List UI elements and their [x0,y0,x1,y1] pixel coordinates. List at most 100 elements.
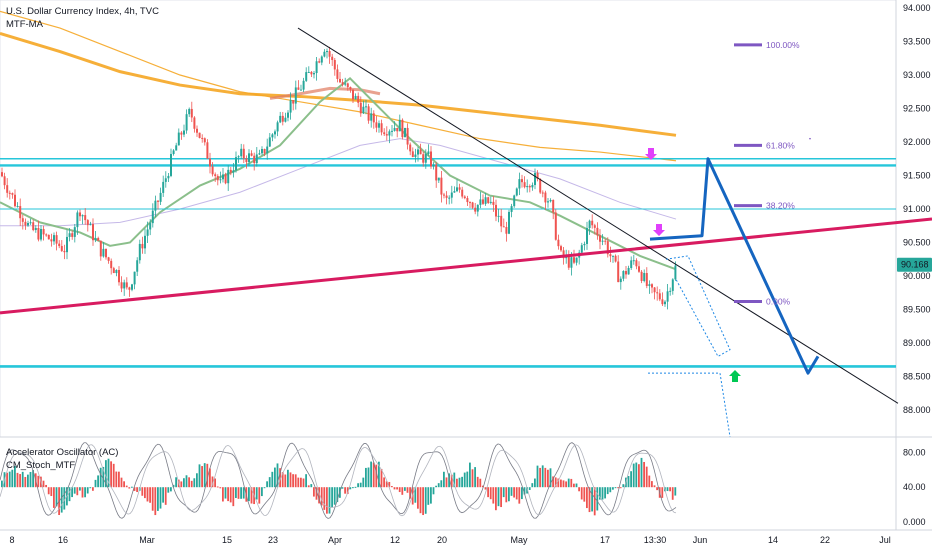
candle-body [383,132,386,135]
candle-body [669,290,672,292]
oscillator-bar [391,486,393,488]
oscillator-bar [79,487,81,491]
oscillator-bar [302,478,305,488]
oscillator-bar [237,487,240,499]
candle-body [45,234,48,236]
candle-body [115,269,118,274]
candle-body [557,239,560,247]
candle-body [123,282,126,289]
candle-body [344,83,347,85]
oscillator-bar [86,487,89,494]
candle-body [469,202,471,204]
oscillator-bar [284,474,287,488]
candle-body [219,179,222,181]
candle-body [120,282,123,289]
candle-body [185,114,188,131]
candle-body [523,182,526,188]
oscillator-bar [619,487,622,489]
oscillator-bar [612,487,614,490]
oscillator-bar [352,487,354,489]
oscillator-bar [570,478,573,488]
oscillator-bar [604,487,606,499]
candle-body [27,222,29,226]
price-tick-label: 89.500 [903,305,931,315]
oscillator-bar [242,487,245,499]
oscillator-bar [216,486,219,488]
candle-body [367,106,370,121]
candle-body [656,292,659,294]
candle-body [141,243,144,249]
oscillator-bar [528,487,531,491]
oscillator-bar [401,487,404,495]
stoch-d-line [0,444,677,517]
candle-body [635,260,638,267]
oscillator-bar [151,487,154,511]
time-tick-label: 12 [390,535,400,545]
candle-body [531,185,534,188]
oscillator-bar [404,487,406,491]
oscillator-bar [206,463,209,488]
oscillator-bar [175,477,177,488]
candle-body [440,177,443,195]
candle-body [133,271,136,285]
oscillator-bar [622,484,625,488]
candle-body [250,153,253,156]
candle-body [216,176,219,181]
chart-title: U.S. Dollar Currency Index, 4h, TVC [6,6,159,17]
candle-body [318,61,321,63]
oscillator-bar [502,487,505,498]
candle-body [359,102,362,114]
candle-body [526,185,529,188]
candle-body [393,127,396,131]
candle-body [315,61,318,74]
candle-body [495,204,497,217]
ma-green-fast [0,77,677,271]
candle-body [339,78,341,83]
price-tick-label: 93.000 [903,70,931,80]
candle-body [404,127,406,138]
ma-red-segment [269,86,381,100]
candle-body [466,198,469,203]
candle-body [398,119,401,132]
oscillator-bar [287,469,289,488]
oscillator-bar [32,470,34,488]
candle-body [21,218,24,222]
oscillator-bar [562,480,565,488]
oscillator-bar [240,487,242,499]
oscillator-bar [367,467,370,488]
oscillator-bar [328,487,331,514]
candle-body [346,83,349,88]
candle-body [653,287,656,293]
candle-body [68,233,71,237]
oscillator-bar [601,487,604,500]
oscillator-bar [471,469,474,488]
candle-body [450,192,453,198]
oscillator-bar [591,487,593,512]
candle-body [253,155,256,164]
candle-body [14,194,16,207]
time-tick-label: 20 [437,535,447,545]
time-tick-label: 23 [268,535,278,545]
candle-body [388,131,391,136]
oscillator-bar [133,487,136,491]
oscillator-bar [440,480,443,488]
oscillator-bar [167,487,170,493]
candle-body [666,291,669,302]
candle-body [302,80,305,90]
oscillator-bar [515,487,518,500]
oscillator-bar [510,487,513,496]
candle-body [326,51,328,53]
resistance-trendline [297,27,899,404]
oscillator-bar [227,487,229,502]
oscillator-bar [97,475,99,488]
candle-body [198,132,201,138]
candle-body [151,210,154,224]
candle-body [562,250,565,259]
candle-body [297,87,300,90]
candle-body [617,261,620,283]
candle-body [162,181,165,193]
oscillator-bar [310,484,313,488]
candle-body [261,149,263,154]
oscillator-bar [294,474,297,488]
